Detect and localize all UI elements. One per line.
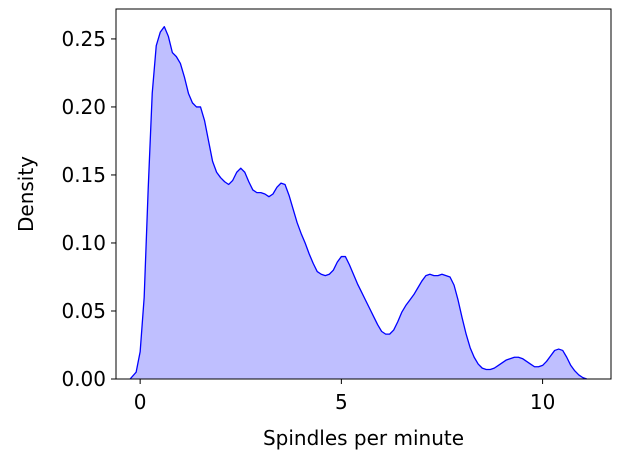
density-fill-area [130, 26, 587, 380]
y-tick-label: 0.15 [61, 163, 106, 187]
x-tick-label: 5 [335, 390, 348, 414]
plot-area [129, 26, 588, 380]
axes-frame [115, 8, 612, 380]
x-axis: 0 5 10 [134, 379, 555, 414]
x-tick-label: 10 [530, 390, 555, 414]
y-tick-label: 0.05 [61, 299, 106, 323]
x-axis-label: Spindles per minute [263, 426, 464, 450]
density-curve-line [129, 26, 588, 380]
x-tick-label: 0 [134, 390, 147, 414]
y-tick-label: 0.00 [61, 367, 106, 391]
y-axis-label: Density [14, 156, 38, 232]
y-tick-label: 0.25 [61, 27, 106, 51]
y-axis: 0.00 0.05 0.10 0.15 0.20 0.25 [61, 27, 116, 391]
y-tick-label: 0.10 [61, 231, 106, 255]
y-tick-label: 0.20 [61, 95, 106, 119]
